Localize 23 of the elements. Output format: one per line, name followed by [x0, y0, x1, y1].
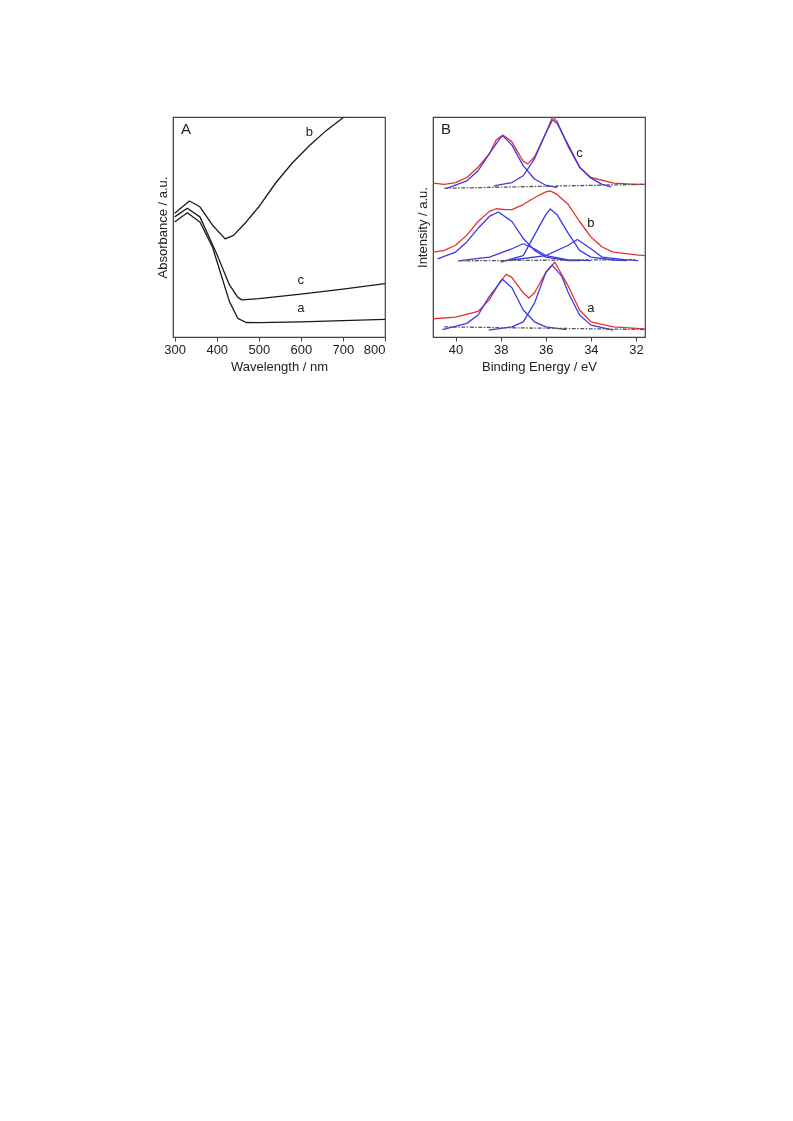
x-tick-label: 600	[290, 341, 313, 357]
x-tick-label: 700	[332, 341, 355, 357]
x-tick-label: 34	[584, 341, 599, 357]
series-label: c	[576, 145, 584, 161]
x-tick-label: 38	[493, 341, 509, 357]
series-label: a	[297, 299, 306, 315]
x-tick-label: 500	[248, 341, 271, 357]
series-label: b	[305, 123, 313, 139]
x-axis-title: Wavelength / nm	[230, 358, 329, 374]
x-tick-label: 40	[448, 341, 464, 357]
x-tick-label: 400	[206, 341, 229, 357]
y-axis-title: Absorbance / a.u.	[154, 176, 170, 279]
x-tick-label: 32	[629, 341, 644, 357]
y-axis-title: Intensity / a.u.	[414, 187, 430, 268]
x-tick-label: 300	[164, 341, 187, 357]
x-tick-label: 36	[539, 341, 554, 357]
series-label: a	[587, 299, 596, 315]
series-label: b	[587, 214, 595, 230]
x-axis-title: Binding Energy / eV	[482, 358, 598, 374]
annotation: B	[441, 120, 452, 137]
annotation: A	[181, 120, 192, 137]
x-tick-label: 800	[363, 341, 386, 357]
series-label: c	[297, 272, 305, 288]
